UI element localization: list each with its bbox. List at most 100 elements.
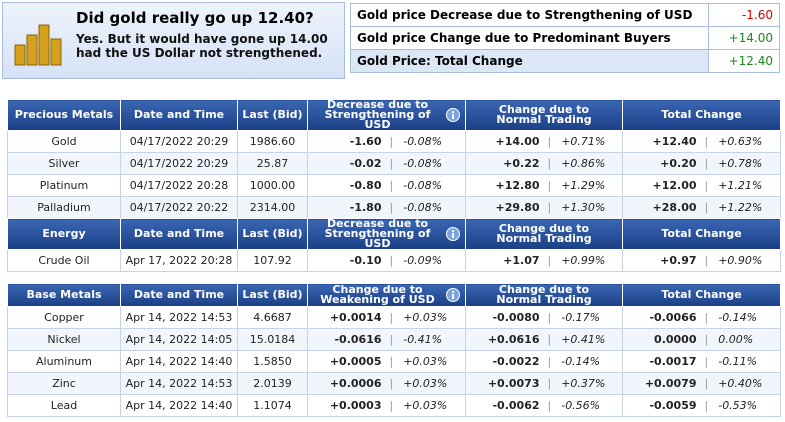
cell: | +0.63%: [700, 130, 781, 153]
separator: |: [389, 333, 394, 346]
cell: | -0.17%: [543, 306, 623, 329]
separator: |: [547, 179, 552, 192]
header-cell: Last (Bid): [237, 218, 308, 250]
cell-text: Palladium: [37, 201, 91, 214]
data-row: Lead Apr 14, 2022 14:40 1.1074 +0.0003 | +0.0…: [7, 394, 781, 417]
summary-value: +14.00: [708, 26, 780, 50]
value: -0.0080: [492, 311, 540, 324]
percent: +0.78%: [718, 157, 763, 170]
separator: |: [547, 254, 552, 267]
summary-label: Gold Price: Total Change: [350, 49, 709, 73]
cell: Apr 14, 2022 14:40: [120, 350, 238, 373]
cell: -0.0616: [307, 328, 386, 351]
cell-text: Apr 14, 2022 14:40: [125, 399, 233, 412]
header-cell: Precious Metals: [7, 99, 121, 131]
cell: Platinum: [7, 174, 121, 197]
cell: 1.1074: [237, 394, 308, 417]
cell: Apr 17, 2022 20:28: [120, 249, 238, 272]
cell: +0.22: [465, 152, 544, 175]
value: -0.0066: [649, 311, 697, 324]
percent: -0.14%: [718, 311, 758, 324]
cell: 107.92: [237, 249, 308, 272]
value: -1.60: [349, 135, 382, 148]
data-row: Palladium 04/17/2022 20:22 2314.00 -1.80 | -0…: [7, 196, 781, 219]
header-cell: Date and Time: [120, 283, 238, 307]
info-icon[interactable]: [445, 227, 460, 241]
cell: +0.0006: [307, 372, 386, 395]
value: -0.10: [349, 254, 382, 267]
value: 0.0000: [654, 333, 697, 346]
header-cell: Total Change: [622, 283, 781, 307]
separator: |: [704, 135, 709, 148]
separator: |: [704, 311, 709, 324]
cell: Apr 14, 2022 14:53: [120, 372, 238, 395]
cell: | -0.41%: [385, 328, 466, 351]
data-row: Crude Oil Apr 17, 2022 20:28 107.92 -0.10 | -…: [7, 249, 781, 272]
info-icon[interactable]: [445, 288, 460, 302]
summary-value: -1.60: [708, 3, 780, 27]
data-row: Nickel Apr 14, 2022 14:05 15.0184 -0.0616 | -…: [7, 328, 781, 351]
cell: | +0.41%: [543, 328, 623, 351]
value: -1.80: [349, 201, 382, 214]
value: +29.80: [495, 201, 540, 214]
cell: +1.07: [465, 249, 544, 272]
separator: |: [547, 377, 552, 390]
separator: |: [389, 135, 394, 148]
cell: Palladium: [7, 196, 121, 219]
percent: +1.21%: [718, 179, 763, 192]
cell: | +0.37%: [543, 372, 623, 395]
cell: -1.60: [307, 130, 386, 153]
percent: -0.08%: [403, 201, 443, 214]
cell-text: Silver: [48, 157, 80, 170]
cell: +0.97: [622, 249, 701, 272]
cell-text: 107.92: [253, 254, 292, 267]
cell: Zinc: [7, 372, 121, 395]
value: +0.22: [503, 157, 540, 170]
cell: Nickel: [7, 328, 121, 351]
value: +1.07: [503, 254, 540, 267]
data-table: Energy Date and Time Last (Bid) Decrease du…: [7, 218, 781, 272]
data-row: Zinc Apr 14, 2022 14:53 2.0139 +0.0006 | +0.0…: [7, 372, 781, 395]
separator: |: [547, 157, 552, 170]
percent: -0.17%: [561, 311, 601, 324]
cell: Copper: [7, 306, 121, 329]
cell: | -0.08%: [385, 196, 466, 219]
value: +0.97: [660, 254, 697, 267]
cell: | +0.40%: [700, 372, 781, 395]
cell: +29.80: [465, 196, 544, 219]
cell: | -0.08%: [385, 174, 466, 197]
cell-text: Lead: [50, 399, 78, 412]
cell: | -0.14%: [543, 350, 623, 373]
cell: 4.6687: [237, 306, 308, 329]
percent: +0.40%: [718, 377, 763, 390]
cell: 1.5850: [237, 350, 308, 373]
cell-text: Platinum: [39, 179, 89, 192]
cell: | 0.00%: [700, 328, 781, 351]
cell: | +0.78%: [700, 152, 781, 175]
info-icon[interactable]: [445, 108, 460, 122]
cell-text: 15.0184: [249, 333, 296, 346]
header-cell: Last (Bid): [237, 99, 308, 131]
separator: |: [547, 311, 552, 324]
value: +12.80: [495, 179, 540, 192]
header-text: Decrease due to Strengthening of USD: [324, 217, 431, 250]
cell: +12.40: [622, 130, 701, 153]
cell-text: 2314.00: [249, 201, 296, 214]
percent: +0.41%: [561, 333, 606, 346]
percent: +0.99%: [561, 254, 606, 267]
header-cell: Change due to Normal Trading: [465, 99, 623, 131]
separator: |: [704, 355, 709, 368]
cell: 04/17/2022 20:28: [120, 174, 238, 197]
cell: | +0.03%: [385, 372, 466, 395]
cell: | -0.56%: [543, 394, 623, 417]
cell: 04/17/2022 20:22: [120, 196, 238, 219]
cell-text: Apr 14, 2022 14:05: [125, 333, 233, 346]
cell: +12.80: [465, 174, 544, 197]
cell: -0.0066: [622, 306, 701, 329]
cell: 15.0184: [237, 328, 308, 351]
header-text: Energy: [42, 227, 86, 240]
summary-title: Did gold really go up 12.40?: [76, 9, 314, 27]
separator: |: [547, 399, 552, 412]
percent: -0.08%: [403, 179, 443, 192]
cell: -0.02: [307, 152, 386, 175]
